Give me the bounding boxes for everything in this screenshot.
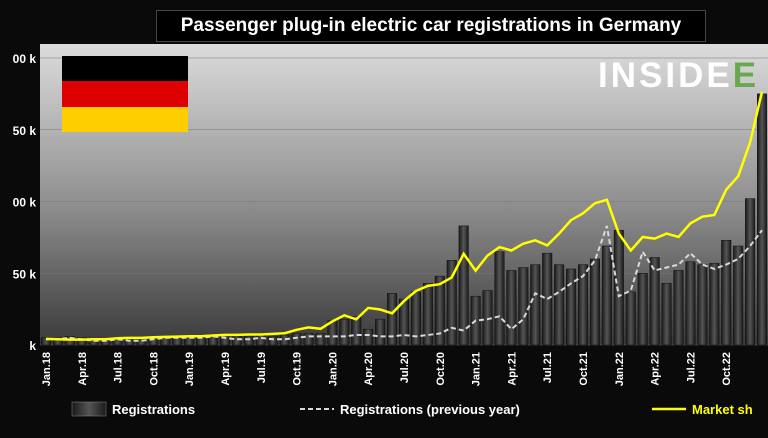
x-tick-label: Oct.18 — [148, 352, 160, 386]
bar — [757, 93, 768, 346]
bar — [243, 336, 254, 346]
bar — [661, 283, 672, 346]
bar — [124, 339, 135, 346]
bar — [52, 337, 63, 346]
x-tick-label: Apr.21 — [506, 352, 518, 386]
x-tick-label: Oct.19 — [292, 352, 304, 386]
bar — [685, 261, 696, 346]
series-line-market-share — [45, 91, 764, 341]
bar — [363, 328, 374, 346]
legend-label-previous-year: Registrations (previous year) — [340, 402, 520, 417]
bar — [530, 264, 541, 346]
bar — [745, 198, 756, 346]
logo-text-main: INSIDE — [598, 56, 733, 95]
x-tick-label: Jul.19 — [256, 352, 268, 383]
bar — [697, 264, 708, 346]
x-tick-label: Oct.20 — [435, 352, 447, 386]
bar — [649, 257, 660, 346]
bar — [267, 336, 278, 346]
y-tick-label: 00 k — [13, 52, 37, 66]
bar — [637, 273, 648, 346]
bar — [434, 275, 445, 346]
x-tick-label: Oct.22 — [721, 352, 733, 386]
x-tick-label: Oct.21 — [578, 352, 590, 386]
bar — [291, 333, 302, 346]
bar — [554, 264, 565, 346]
flag-stripe-black — [62, 56, 188, 82]
x-tick-label: Jan.20 — [327, 352, 339, 386]
bar — [136, 339, 147, 346]
bar — [482, 290, 493, 346]
x-tick-label: Apr.22 — [650, 352, 662, 386]
bar — [518, 267, 529, 346]
chart-title: Passenger plug-in electric car registrat… — [156, 10, 706, 42]
bar — [542, 252, 553, 346]
y-tick-label: 50 k — [13, 124, 37, 138]
bar — [255, 334, 266, 346]
x-tick-label: Apr.19 — [220, 352, 232, 386]
bar — [446, 260, 457, 346]
bar — [709, 262, 720, 346]
y-tick-label: 00 k — [13, 196, 37, 210]
bar — [40, 337, 51, 346]
x-tick-label: Apr.20 — [363, 352, 375, 386]
germany-flag-icon — [62, 56, 188, 132]
x-tick-label: Jul.20 — [399, 352, 411, 383]
flag-stripe-gold — [62, 106, 188, 132]
legend-label-registrations: Registrations — [112, 402, 195, 417]
bar — [613, 229, 624, 346]
bar — [601, 245, 612, 346]
x-tick-label: Apr.18 — [77, 352, 89, 386]
bar — [494, 251, 505, 346]
bar — [458, 225, 469, 346]
x-tick-label: Jan.18 — [41, 352, 53, 386]
flag-stripe-red — [62, 81, 188, 107]
y-tick-label: 50 k — [13, 267, 37, 281]
bar — [673, 270, 684, 346]
x-tick-label: Jan.21 — [471, 352, 483, 386]
bar — [339, 318, 350, 346]
x-tick-label: Jan.19 — [184, 352, 196, 386]
bar — [351, 316, 362, 346]
x-tick-label: Jul.18 — [113, 352, 125, 383]
bar — [422, 283, 433, 346]
bar — [577, 264, 589, 346]
bar — [387, 293, 398, 346]
bar — [375, 318, 386, 346]
bar — [506, 270, 517, 346]
bar — [398, 298, 410, 346]
bar — [589, 258, 600, 346]
legend-swatch-registrations — [71, 401, 107, 417]
bar — [566, 268, 577, 346]
legend-label-market-share: Market sh — [692, 402, 753, 417]
bar — [733, 245, 744, 346]
bar — [76, 337, 87, 346]
bar — [625, 291, 636, 346]
x-tick-label: Jan.22 — [614, 352, 626, 386]
insideevs-logo: INSIDEE — [598, 56, 759, 96]
y-tick-label: k — [29, 339, 36, 353]
logo-text-accent: E — [732, 56, 760, 95]
x-tick-label: Jul.22 — [685, 352, 697, 383]
bar — [303, 333, 314, 346]
bar — [315, 333, 326, 346]
bar — [721, 239, 732, 346]
x-tick-label: Jul.21 — [542, 352, 554, 383]
bar — [231, 336, 242, 346]
